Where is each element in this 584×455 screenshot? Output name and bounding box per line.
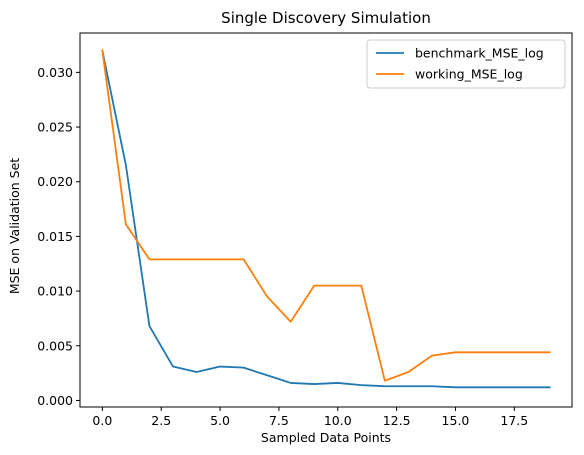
x-tick-label: 15.0: [442, 413, 470, 428]
x-axis-title: Sampled Data Points: [261, 430, 391, 445]
x-tick-label: 5.0: [210, 413, 230, 428]
plot-background: [80, 33, 572, 407]
series-layer: [101, 49, 551, 389]
y-tick-label: 0.030: [37, 65, 73, 80]
series-line-benchmark-mse-log: [101, 49, 551, 389]
plot-area: [79, 32, 573, 408]
x-tick-label: 17.5: [500, 413, 528, 428]
legend-item: benchmark_MSE_log: [376, 46, 544, 61]
plot-frame: [79, 32, 573, 408]
y-tick-label: 0.005: [37, 338, 73, 353]
y-tick-label: 0.020: [37, 174, 73, 189]
legend-label: working_MSE_log: [415, 67, 523, 82]
x-tick-label: 2.5: [151, 413, 171, 428]
legend-box: [366, 39, 566, 89]
y-axis: 0.000 0.005 0.010 0.015 0.020 0.025 0.030: [37, 65, 80, 408]
x-tick-label: 10.0: [324, 413, 352, 428]
x-tick-label: 12.5: [383, 413, 411, 428]
x-tick-label: 7.5: [269, 413, 289, 428]
y-tick-label: 0.000: [37, 393, 73, 408]
y-tick-label: 0.025: [37, 120, 73, 135]
y-tick-label: 0.010: [37, 284, 73, 299]
chart-title: Single Discovery Simulation: [221, 9, 431, 27]
x-axis: 0.0 2.5 5.0 7.5 10.0 12.5 15.0 17.5: [92, 407, 528, 428]
series-line-working-mse-log: [101, 49, 551, 382]
legend-item: working_MSE_log: [376, 67, 523, 82]
y-tick-label: 0.015: [37, 229, 73, 244]
x-tick-label: 0.0: [92, 413, 112, 428]
legend: benchmark_MSE_log working_MSE_log: [366, 39, 566, 89]
y-axis-title: MSE on Validation Set: [7, 158, 22, 294]
legend-label: benchmark_MSE_log: [415, 46, 544, 61]
